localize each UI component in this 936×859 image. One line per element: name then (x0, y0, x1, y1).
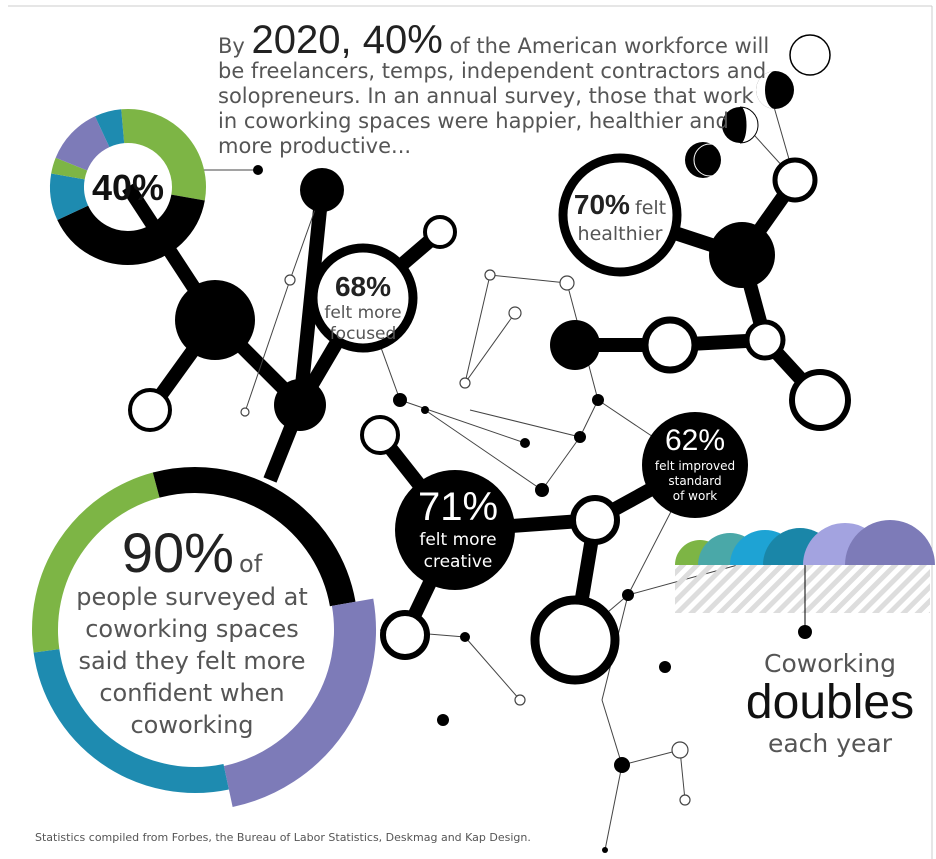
open-dot (509, 307, 521, 319)
stat-text: coworking (130, 711, 253, 739)
dot (421, 406, 429, 414)
open-node (383, 613, 427, 657)
ring-segment (67, 176, 73, 212)
footer: Statistics compiled from Forbes, the Bur… (35, 831, 531, 844)
stat-text: felt more (324, 303, 401, 323)
intro-text: of the American workforce will (450, 34, 770, 58)
moon (685, 142, 721, 178)
node (175, 280, 255, 360)
stat-figure: 71% (418, 485, 498, 529)
stat-text: people surveyed at (76, 583, 307, 611)
open-dot (672, 742, 688, 758)
hatch (675, 565, 930, 613)
node (274, 379, 326, 431)
stat-text: healthier (578, 223, 663, 245)
dot (437, 714, 449, 726)
open-node (130, 390, 170, 430)
dot (659, 661, 671, 673)
open-node (573, 498, 617, 542)
stat-text: creative (424, 552, 493, 572)
stat-figure: 70% (574, 189, 630, 220)
dot (520, 438, 530, 448)
dot (460, 632, 470, 642)
stat-text: standard (668, 474, 721, 488)
stat-figure: 62% (665, 424, 725, 457)
intro-prefix: By (218, 34, 245, 58)
ring-segment (68, 164, 72, 176)
dot (614, 757, 630, 773)
dot (622, 589, 634, 601)
open-dot (515, 695, 525, 705)
stat-text: coworking spaces (85, 615, 299, 643)
open-dot (241, 408, 249, 416)
node (550, 320, 600, 370)
moon (790, 35, 830, 75)
stat-text: felt improved (655, 459, 735, 473)
open-dot (285, 275, 295, 285)
stat-text: of work (673, 489, 717, 503)
open-node (645, 320, 695, 370)
node (709, 222, 775, 288)
open-dot (460, 378, 470, 388)
open-node (362, 417, 398, 453)
dot (574, 431, 586, 443)
intro-text: solopreneurs. In an annual survey, those… (218, 84, 754, 108)
open-node (425, 217, 455, 247)
open-dot (485, 270, 495, 280)
growth-text: each year (768, 729, 893, 758)
dot (253, 165, 263, 175)
intro-highlight: 2020, 40% (252, 18, 443, 62)
donut-label: 40% (92, 167, 164, 208)
open-node (775, 160, 815, 200)
growth-text: Coworking (764, 649, 896, 678)
stat-text: of (239, 550, 263, 578)
dot (393, 393, 407, 407)
open-node (535, 600, 615, 680)
stat-figure: 68% (335, 271, 391, 302)
intro-text: be freelancers, temps, independent contr… (218, 59, 766, 83)
stat-text: said they felt more (78, 647, 305, 675)
dot (535, 483, 549, 497)
dot (592, 394, 604, 406)
ring-segment (102, 126, 122, 131)
stat-text: felt (635, 197, 666, 219)
open-dot (560, 276, 574, 290)
stat-text: focused (330, 324, 397, 344)
dot (602, 847, 608, 853)
open-dot (680, 795, 690, 805)
node (300, 168, 344, 212)
open-node (747, 322, 783, 358)
open-node (792, 372, 848, 428)
infographic: By 2020, 40% of the American workforce w… (0, 0, 936, 859)
stat-figure: 90% (122, 521, 234, 584)
stat-text: confident when (99, 679, 284, 707)
intro-text: in coworking spaces were happier, health… (218, 109, 729, 133)
intro-text: more productive... (218, 134, 411, 158)
stat-text: felt more (419, 530, 496, 550)
growth-emphasis: doubles (746, 676, 914, 729)
